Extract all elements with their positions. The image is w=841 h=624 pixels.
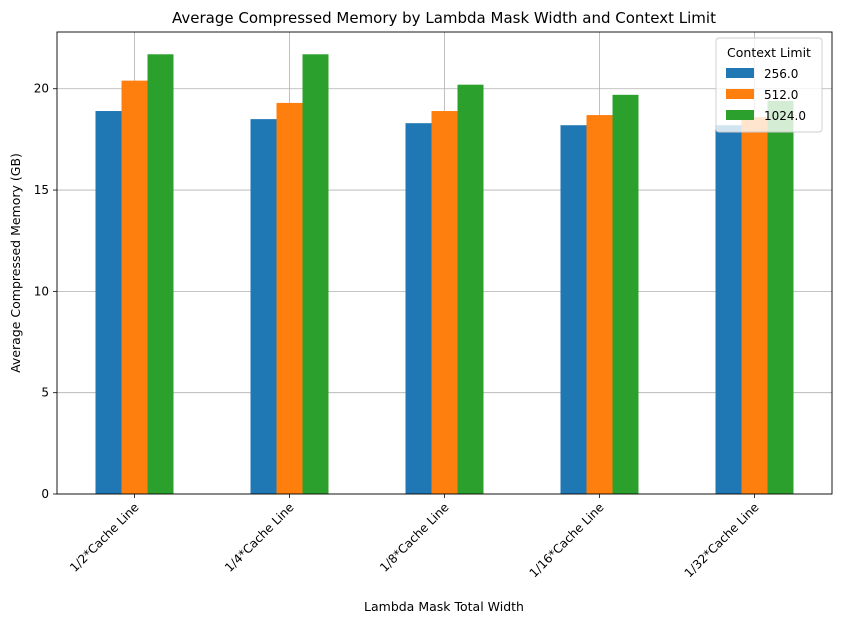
bar [121, 80, 148, 494]
legend-entry-label: 256.0 [764, 67, 798, 81]
bar [767, 100, 794, 494]
bars-layer [95, 54, 794, 495]
legend-swatch [726, 68, 754, 78]
y-tick-label: 15 [34, 183, 49, 197]
legend-entry-label: 512.0 [764, 88, 798, 102]
plot-frame [56, 31, 833, 495]
y-tick-label: 20 [34, 82, 49, 96]
y-tick-label: 10 [34, 284, 49, 298]
bar [457, 84, 484, 495]
bar [431, 111, 458, 495]
y-axis-label: Average Compressed Memory (GB) [8, 153, 23, 373]
bar [250, 119, 277, 494]
legend: Context Limit 256.0 512.0 1024.0 [715, 37, 823, 133]
bar [560, 125, 587, 495]
y-tick-label: 0 [41, 487, 49, 501]
bar [405, 123, 432, 495]
legend-swatch [726, 89, 754, 99]
bar [715, 125, 742, 495]
bar [95, 111, 122, 495]
bar [612, 94, 639, 494]
bar [302, 54, 329, 494]
bar [147, 54, 174, 494]
x-axis-label: Lambda Mask Total Width [364, 599, 524, 614]
bar [586, 115, 613, 494]
legend-box [715, 37, 823, 133]
bar [741, 117, 768, 495]
y-tick-label: 5 [41, 386, 49, 400]
legend-swatch [726, 110, 754, 120]
legend-entry-label: 1024.0 [764, 109, 806, 123]
legend-title: Context Limit [727, 45, 811, 60]
bar [276, 102, 303, 494]
chart-title: Average Compressed Memory by Lambda Mask… [172, 9, 716, 27]
